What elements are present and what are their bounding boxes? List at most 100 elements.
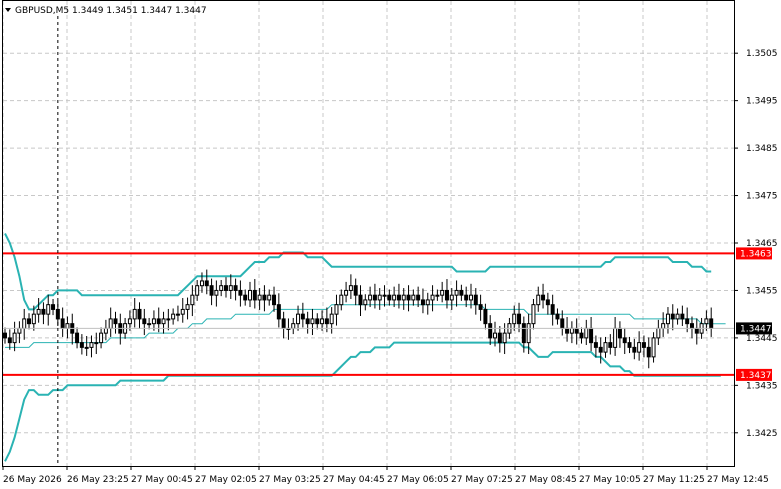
candle <box>387 289 392 306</box>
candle-body <box>358 294 363 306</box>
candle-body <box>209 285 214 296</box>
candle-body <box>353 285 358 296</box>
candle <box>488 315 493 346</box>
candle <box>396 283 401 309</box>
candle <box>248 281 253 308</box>
y-tick-label: 1.3495 <box>746 97 778 107</box>
candle-body <box>127 318 132 325</box>
candle-body <box>545 299 550 306</box>
candle-body <box>296 313 301 325</box>
x-tick-label: 27 May 10:05 <box>579 475 641 485</box>
candle-body <box>661 323 666 329</box>
candle-body <box>324 318 329 325</box>
candle-body <box>521 323 526 344</box>
candle-body <box>517 313 522 325</box>
candle-body <box>656 327 661 339</box>
bollinger-upper-line <box>4 233 712 311</box>
candle <box>344 281 349 303</box>
candle-body <box>281 318 286 329</box>
candle <box>195 280 200 301</box>
candles <box>3 269 714 369</box>
candle <box>603 336 608 358</box>
candle <box>147 317 152 330</box>
candle <box>79 334 84 355</box>
candle-body <box>430 294 435 301</box>
candle-body <box>617 327 622 339</box>
candle-body <box>416 294 421 301</box>
candle-body <box>348 285 353 291</box>
symbol-header: GBPUSD,M5 1.3449 1.3451 1.3447 1.3447 <box>15 6 207 16</box>
candle-body <box>272 294 277 306</box>
y-tick-label: 1.3485 <box>746 144 778 154</box>
candle-body <box>65 323 70 329</box>
candle <box>622 327 627 355</box>
candle-body <box>17 327 22 334</box>
candle <box>435 289 440 301</box>
candle-body <box>444 289 449 301</box>
candle-body <box>665 313 670 325</box>
candle-body <box>608 342 613 348</box>
candle-body <box>103 327 108 334</box>
candle-body <box>685 318 690 325</box>
candle-body <box>79 342 84 348</box>
plot-frame <box>2 0 735 467</box>
candle <box>536 286 541 312</box>
candle-body <box>238 289 243 296</box>
y-tick-label: 1.3435 <box>746 381 778 391</box>
candle <box>233 278 238 301</box>
candle-body <box>603 342 608 353</box>
candle-body <box>267 294 272 301</box>
candle-body <box>291 323 296 329</box>
candle <box>579 327 584 344</box>
candle-body <box>689 323 694 329</box>
candle <box>401 288 406 310</box>
candle <box>151 310 156 331</box>
candle-body <box>156 318 161 325</box>
candle <box>348 274 353 299</box>
bollinger-lower-line <box>4 341 721 462</box>
candle <box>252 279 257 309</box>
candle <box>521 316 526 353</box>
candle-body <box>7 337 12 344</box>
candle-body <box>161 318 166 325</box>
candle-body <box>478 304 483 310</box>
dropdown-arrow-icon[interactable] <box>5 8 11 12</box>
candle <box>517 302 522 333</box>
candle-body <box>396 294 401 301</box>
candle <box>483 303 488 330</box>
candle-body <box>344 289 349 296</box>
candle-body <box>75 332 80 344</box>
candle-body <box>151 318 156 325</box>
candle-body <box>392 294 397 301</box>
candle <box>113 311 118 334</box>
candle-body <box>171 313 176 320</box>
horizontal-levels[interactable]: 1.3463 1.3437 <box>3 247 772 381</box>
candle-body <box>41 308 46 315</box>
candle <box>204 269 209 295</box>
candle <box>41 302 46 325</box>
candle <box>99 327 104 349</box>
candle-body <box>199 280 204 287</box>
candle-body <box>257 294 262 301</box>
x-tick-label: 26 May 2026 <box>3 475 62 485</box>
x-tick-label: 27 May 12:45 <box>707 475 769 485</box>
candle <box>444 279 449 309</box>
candle <box>363 294 368 311</box>
candle-body <box>248 289 253 301</box>
candle-body <box>204 280 209 287</box>
candle <box>392 286 397 308</box>
candle-body <box>132 308 137 320</box>
candle-body <box>555 313 560 320</box>
candle-body <box>641 342 646 348</box>
candle <box>94 332 99 355</box>
candle-body <box>464 294 469 301</box>
candle-body <box>440 289 445 296</box>
candle-body <box>493 332 498 339</box>
candle-body <box>94 342 99 345</box>
candle-body <box>593 342 598 348</box>
candle <box>358 285 363 317</box>
candle <box>272 286 277 312</box>
candle-body <box>310 318 315 325</box>
